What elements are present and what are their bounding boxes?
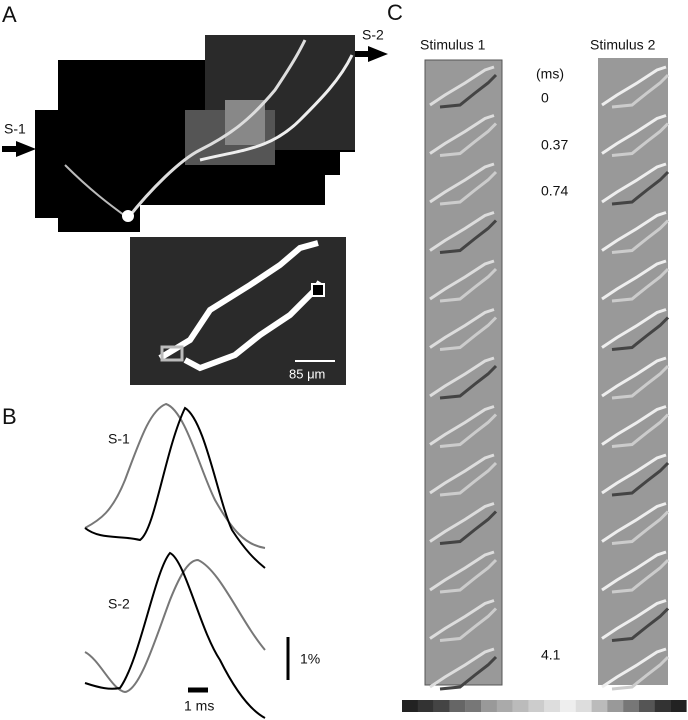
- dendrite-frame: [429, 599, 495, 640]
- arrow-label: S-2: [362, 27, 384, 43]
- arrow-label: S-1: [4, 121, 26, 137]
- dendrite-frame: [429, 502, 495, 543]
- colorbar-cell: [496, 700, 513, 712]
- time-unit: (ms): [536, 66, 564, 82]
- scale-label: 1 ms: [184, 698, 214, 714]
- colorbar-cell: [449, 700, 466, 712]
- scale-label: 85 μm: [289, 366, 325, 381]
- trace-label: S-2: [108, 596, 130, 612]
- panel-label: C: [387, 0, 403, 25]
- dendrite-frame: [429, 647, 495, 689]
- dendrite-frame: [439, 170, 498, 206]
- dendrite-frame: [601, 114, 667, 155]
- colorbar-cell: [623, 700, 640, 712]
- dendrite-frame: [611, 413, 670, 448]
- dendrite-frame: [601, 356, 667, 398]
- inset-map: 85 μm: [130, 237, 346, 385]
- dendrite-frame: [601, 550, 667, 592]
- dendrite-frame: [611, 558, 670, 594]
- time-label: 0: [541, 90, 549, 106]
- dendrite-frame: [611, 364, 670, 400]
- dendrite-frame: [611, 607, 670, 642]
- dendrite-frame: [601, 405, 667, 446]
- frames: [429, 65, 670, 691]
- colorbar-cell: [512, 700, 529, 712]
- dendrite-frame: [439, 655, 498, 691]
- panel-label: A: [2, 2, 17, 27]
- colorbar-cell: [465, 700, 482, 712]
- dendrite-frame: [429, 308, 495, 349]
- colorbar: [402, 700, 687, 712]
- dendrite-frame: [439, 364, 498, 400]
- time-label: 0.74: [541, 183, 568, 199]
- dendrite-frame: [601, 65, 667, 107]
- colorbar-cell: [575, 700, 592, 712]
- dendrite-frame: [429, 259, 495, 301]
- colorbar-cell: [481, 700, 497, 712]
- dendrite-frame: [439, 461, 498, 497]
- dendrite-frame: [429, 405, 495, 446]
- colorbar-cell: [654, 700, 671, 712]
- dendrite-frame: [611, 510, 670, 545]
- panel-label: B: [2, 404, 17, 429]
- dendrite-frame: [601, 211, 667, 252]
- colorbar-cell: [639, 700, 655, 712]
- dendrite-frame: [429, 162, 495, 204]
- dendrite-frame: [439, 413, 498, 448]
- dendrite-frame: [439, 607, 498, 642]
- arrow: [355, 46, 388, 62]
- dendrite-frame: [601, 259, 667, 301]
- dendrite-frame: [601, 502, 667, 543]
- dendrite-frame: [611, 461, 670, 497]
- dendrite-frame: [611, 122, 670, 157]
- dendrite-frame: [601, 647, 667, 689]
- dendrite-frame: [611, 219, 670, 254]
- frame-strip: [598, 58, 668, 685]
- dendrite-frame: [439, 73, 498, 109]
- colorbar-cell: [417, 700, 434, 712]
- colorbar-cell: [528, 700, 545, 712]
- dendrite-frame: [601, 599, 667, 640]
- dendrite-frame: [439, 316, 498, 351]
- dendrite-frame: [601, 453, 667, 495]
- dendrite-frame: [601, 308, 667, 349]
- time-label: 0.37: [541, 137, 568, 153]
- dendrite-frame: [439, 510, 498, 545]
- dendrite-frame: [429, 65, 495, 107]
- traces: [84, 402, 266, 719]
- trace-label: S-1: [108, 431, 130, 447]
- dendrite-frame: [439, 122, 498, 157]
- dendrite-frame: [611, 316, 670, 351]
- scale-label: 1%: [300, 651, 320, 667]
- dendrite-frame: [429, 550, 495, 592]
- dendrite-frame: [429, 114, 495, 155]
- dendrite-frame: [429, 356, 495, 398]
- dendrite-frame: [611, 73, 670, 109]
- arrow: [2, 141, 36, 157]
- dendrite-frame: [439, 558, 498, 594]
- colorbar-cell: [402, 700, 418, 712]
- colorbar-cell: [591, 700, 608, 712]
- colorbar-cell: [607, 700, 624, 712]
- micrograph: [35, 35, 355, 232]
- column-title: Stimulus 1: [420, 37, 486, 53]
- dendrite-frame: [611, 170, 670, 206]
- dendrite-frame: [601, 162, 667, 204]
- dendrite-frame: [429, 453, 495, 495]
- column-title: Stimulus 2: [590, 37, 656, 53]
- colorbar-cell: [433, 700, 450, 712]
- time-label: 4.1: [541, 647, 561, 663]
- colorbar-cell: [560, 700, 576, 712]
- colorbar-cell: [544, 700, 561, 712]
- dendrite-frame: [429, 211, 495, 252]
- dendrite-frame: [439, 267, 498, 303]
- dendrite-frame: [611, 655, 670, 691]
- colorbar-cell: [670, 700, 687, 712]
- dendrite-frame: [611, 267, 670, 303]
- dendrite-frame: [439, 219, 498, 254]
